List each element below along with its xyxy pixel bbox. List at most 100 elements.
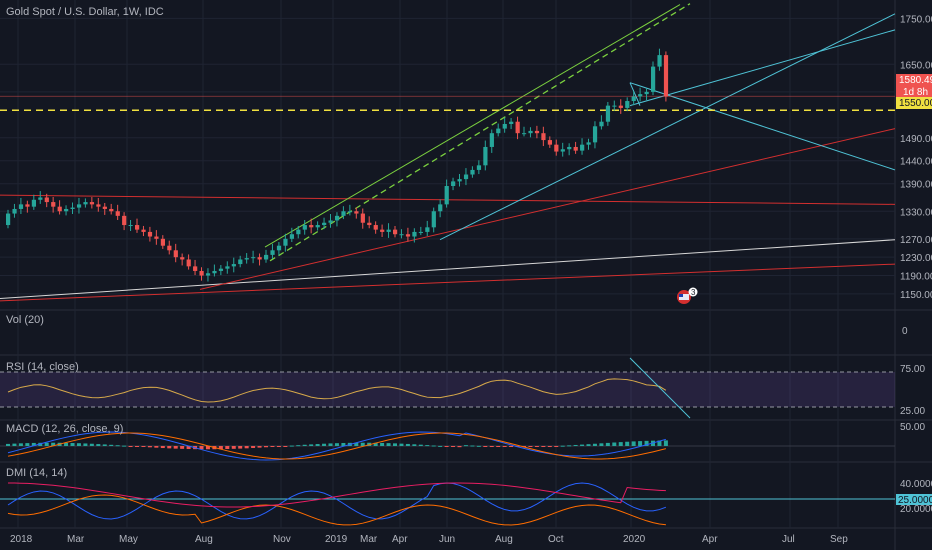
macd-histogram-bar (592, 443, 597, 446)
candle-body (31, 199, 36, 207)
macd-histogram-bar (496, 446, 501, 447)
candle-body (25, 204, 30, 207)
macd-histogram-bar (225, 446, 230, 450)
macd-histogram-bar (528, 446, 533, 447)
candle-body (328, 220, 333, 223)
macd-histogram-bar (605, 442, 610, 446)
macd-histogram-bar (663, 440, 668, 446)
macd-histogram-bar (6, 443, 10, 446)
candle-body (167, 245, 172, 251)
macd-histogram-bar (128, 446, 133, 447)
macd-histogram-bar (438, 445, 443, 447)
macd-histogram-bar (199, 446, 204, 450)
candle-body (322, 222, 327, 226)
candle-body (592, 126, 598, 143)
macd-histogram-bar (502, 446, 507, 447)
candle-body (122, 215, 127, 226)
macd-histogram-bar (289, 445, 294, 447)
candle-body (218, 268, 224, 271)
red-rising-line (199, 128, 896, 290)
macd-histogram-bar (573, 444, 578, 446)
cyan-fan-line (629, 29, 896, 107)
candle-body (147, 231, 153, 237)
candle-body (354, 211, 359, 214)
price-tick-label: 1390.00 (900, 180, 932, 191)
candle-body (373, 225, 378, 230)
candle-body (393, 229, 398, 235)
macd-histogram-bar (180, 446, 185, 449)
macd-histogram-bar (547, 446, 552, 447)
macd-histogram-bar (638, 441, 643, 446)
macd-histogram-bar (470, 445, 475, 447)
candle-body (489, 133, 494, 147)
macd-histogram-bar (70, 443, 75, 446)
macd-histogram-bar (380, 442, 385, 446)
rsi-axis-75: 75.00 (900, 364, 925, 375)
macd-histogram-bar (251, 446, 256, 448)
last-price-badge (896, 74, 932, 86)
candle-body (476, 165, 482, 170)
candle-body (625, 101, 630, 108)
macd-histogram-bar (354, 442, 359, 446)
candle-body (257, 257, 262, 260)
macd-histogram-bar (264, 446, 268, 448)
time-axis[interactable]: 2018 Mar May Aug Nov 2019 Apr Jun Aug Oct 2020 Apr J… (10, 534, 848, 545)
macd-histogram-bar (231, 446, 236, 449)
candle-body (470, 169, 475, 175)
macd-histogram-bar (560, 445, 565, 447)
macd-histogram-bar (631, 441, 636, 446)
countdown-text: 1d 8h (903, 87, 928, 98)
macd-histogram-bar (160, 446, 165, 449)
macd-histogram-bar (657, 440, 662, 446)
candle-body (451, 181, 456, 186)
candle-body (283, 238, 288, 246)
countdown-badge (896, 86, 932, 97)
candle-body (438, 204, 443, 212)
rsi-band (0, 372, 895, 407)
candle-body (57, 206, 62, 212)
candle-body (231, 264, 236, 267)
candle-body (309, 225, 314, 228)
price-tick-label: 1270.00 (900, 235, 932, 246)
candle-body (612, 105, 617, 107)
macd-histogram-bar (31, 442, 36, 446)
level-price-badge (896, 97, 932, 109)
macd-histogram-bar (451, 446, 456, 447)
candle-body (205, 273, 211, 276)
indicator-panes (0, 357, 895, 526)
candle-body (502, 124, 507, 129)
macd-histogram-bar (89, 443, 94, 446)
time-tick-label: Aug (495, 534, 513, 545)
price-axis[interactable]: 1750.001650.001590.001490.001440.001390.… (900, 14, 932, 301)
candle-body (444, 186, 449, 205)
us-flag-event-icon[interactable]: 3 (677, 287, 698, 305)
macd-histogram-bar (534, 446, 539, 447)
level-price-text: 1550.00 (899, 98, 932, 109)
event-count: 3 (691, 288, 696, 297)
candle-body (6, 213, 11, 226)
macd-histogram-bar (341, 442, 346, 446)
candle-body (296, 229, 301, 235)
macd-histogram-bar (96, 444, 101, 446)
candle-body (657, 55, 662, 67)
macd-histogram-bar (205, 446, 210, 450)
macd-histogram-bar (147, 446, 152, 448)
candle-body (463, 174, 469, 180)
candle-body (180, 257, 185, 260)
candle-body (264, 254, 269, 260)
macd-histogram-bar (135, 446, 139, 447)
candle-body (115, 211, 120, 216)
time-tick-label: Jul (782, 534, 795, 545)
candle-body (554, 144, 559, 152)
candle-body (12, 208, 17, 214)
candle-body (154, 236, 159, 239)
candle-body (302, 225, 307, 230)
rsi-pane-title: RSI (14, close) (6, 361, 79, 373)
candle-body (631, 96, 636, 102)
macd-histogram-bar (51, 442, 56, 446)
time-tick-label: Apr (392, 534, 408, 545)
price-tick-label: 1230.00 (900, 253, 932, 264)
macd-histogram-bar (244, 446, 249, 449)
candle-body (599, 121, 604, 127)
